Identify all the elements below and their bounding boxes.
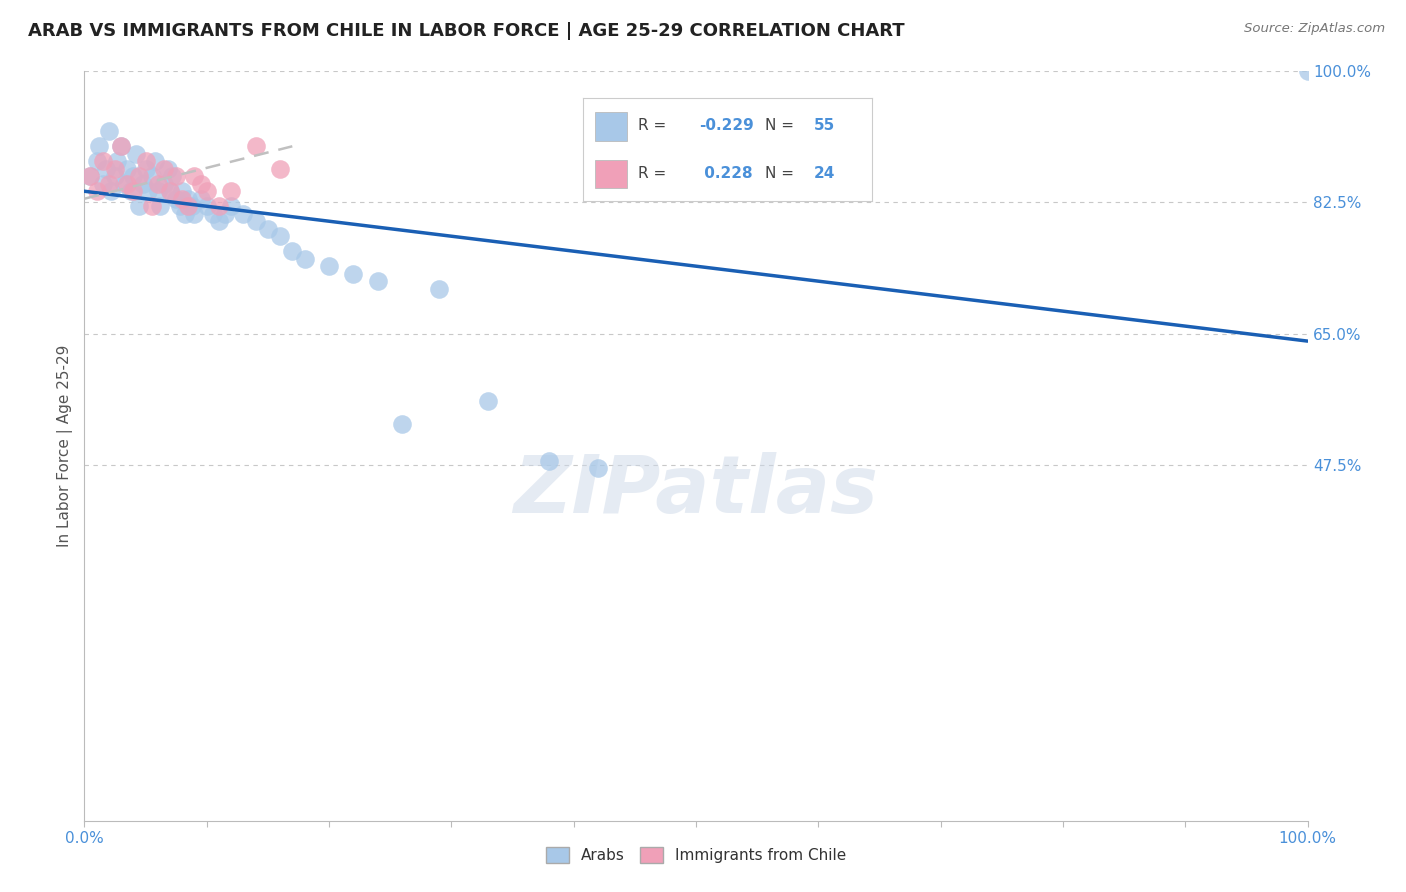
Text: ARAB VS IMMIGRANTS FROM CHILE IN LABOR FORCE | AGE 25-29 CORRELATION CHART: ARAB VS IMMIGRANTS FROM CHILE IN LABOR F…	[28, 22, 904, 40]
Point	[190, 192, 212, 206]
Point	[165, 192, 187, 206]
Point	[232, 207, 254, 221]
Point	[110, 139, 132, 153]
Point	[169, 199, 191, 213]
Point	[165, 169, 187, 184]
Point	[391, 417, 413, 431]
Point	[183, 207, 205, 221]
Point	[195, 184, 218, 198]
Y-axis label: In Labor Force | Age 25-29: In Labor Force | Age 25-29	[58, 345, 73, 547]
FancyBboxPatch shape	[595, 112, 627, 141]
Point	[96, 161, 118, 176]
Text: 0.228: 0.228	[699, 166, 752, 180]
Text: N =: N =	[765, 119, 794, 133]
Point	[115, 161, 138, 176]
Point	[104, 161, 127, 176]
Text: Source: ZipAtlas.com: Source: ZipAtlas.com	[1244, 22, 1385, 36]
Text: ZIPatlas: ZIPatlas	[513, 452, 879, 530]
Point	[183, 169, 205, 184]
Point	[91, 154, 114, 169]
Point	[245, 214, 267, 228]
Point	[153, 177, 176, 191]
Point	[135, 161, 157, 176]
Point	[208, 199, 231, 213]
Point	[112, 177, 135, 191]
Point	[143, 154, 166, 169]
Text: 55: 55	[814, 119, 835, 133]
Point	[86, 184, 108, 198]
Text: R =: R =	[638, 166, 666, 180]
Point	[181, 199, 204, 213]
Point	[318, 259, 340, 273]
Point	[87, 139, 110, 153]
Point	[105, 154, 128, 169]
Legend: Arabs, Immigrants from Chile: Arabs, Immigrants from Chile	[540, 841, 852, 869]
Point	[146, 177, 169, 191]
Point	[214, 207, 236, 221]
Point	[159, 184, 181, 198]
Point	[91, 177, 114, 191]
Point	[190, 177, 212, 191]
Point	[86, 154, 108, 169]
FancyBboxPatch shape	[595, 160, 627, 188]
Point	[162, 169, 184, 184]
Point	[79, 169, 101, 184]
Point	[141, 199, 163, 213]
Point	[1296, 64, 1319, 78]
Point	[125, 146, 148, 161]
Point	[219, 199, 242, 213]
Point	[269, 229, 291, 244]
Point	[477, 394, 499, 409]
Point	[281, 244, 304, 259]
Point	[245, 139, 267, 153]
Point	[120, 184, 142, 198]
Point	[122, 184, 145, 198]
Text: N =: N =	[765, 166, 794, 180]
Point	[173, 207, 195, 221]
Point	[128, 169, 150, 184]
Point	[100, 184, 122, 198]
Point	[195, 199, 218, 213]
Text: 24: 24	[814, 166, 835, 180]
Point	[367, 274, 389, 288]
Point	[97, 177, 120, 191]
Point	[427, 282, 450, 296]
Point	[201, 207, 224, 221]
Point	[294, 252, 316, 266]
Point	[110, 139, 132, 153]
Point	[208, 214, 231, 228]
Point	[136, 184, 159, 198]
Point	[104, 169, 127, 184]
Point	[342, 267, 364, 281]
Point	[269, 161, 291, 176]
Point	[172, 192, 194, 206]
Point	[128, 199, 150, 213]
Point	[177, 192, 200, 206]
Point	[122, 169, 145, 184]
Point	[156, 161, 179, 176]
Point	[153, 161, 176, 176]
Text: -0.229: -0.229	[699, 119, 754, 133]
Point	[586, 461, 609, 475]
Point	[132, 177, 155, 191]
Point	[149, 199, 172, 213]
Point	[146, 184, 169, 198]
Point	[159, 184, 181, 198]
Point	[97, 124, 120, 138]
Point	[172, 184, 194, 198]
Point	[219, 184, 242, 198]
Point	[538, 454, 561, 468]
Point	[135, 154, 157, 169]
Point	[141, 169, 163, 184]
Point	[115, 177, 138, 191]
Point	[177, 199, 200, 213]
Point	[257, 221, 280, 235]
Text: R =: R =	[638, 119, 666, 133]
Point	[79, 169, 101, 184]
